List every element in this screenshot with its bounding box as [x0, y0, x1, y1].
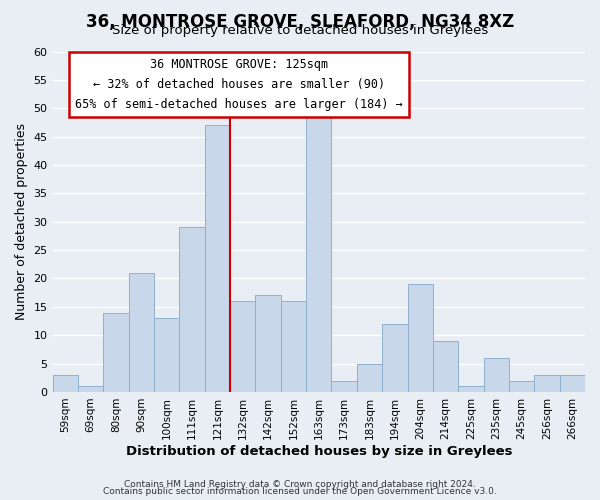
Bar [256, 296, 281, 392]
Bar [154, 318, 179, 392]
Bar [433, 341, 458, 392]
Y-axis label: Number of detached properties: Number of detached properties [15, 123, 28, 320]
Text: 36, MONTROSE GROVE, SLEAFORD, NG34 8XZ: 36, MONTROSE GROVE, SLEAFORD, NG34 8XZ [86, 12, 514, 30]
Bar [484, 358, 509, 392]
Bar [179, 228, 205, 392]
Text: Contains HM Land Registry data © Crown copyright and database right 2024.: Contains HM Land Registry data © Crown c… [124, 480, 476, 489]
Text: Size of property relative to detached houses in Greylees: Size of property relative to detached ho… [112, 24, 488, 37]
Bar [306, 114, 331, 392]
Bar [281, 301, 306, 392]
Bar [230, 301, 256, 392]
Bar [509, 380, 534, 392]
Bar [458, 386, 484, 392]
Bar [53, 375, 78, 392]
Bar [560, 375, 585, 392]
Text: Contains public sector information licensed under the Open Government Licence v3: Contains public sector information licen… [103, 487, 497, 496]
Bar [357, 364, 382, 392]
Bar [78, 386, 103, 392]
Bar [331, 380, 357, 392]
X-axis label: Distribution of detached houses by size in Greylees: Distribution of detached houses by size … [125, 444, 512, 458]
Bar [534, 375, 560, 392]
Text: 36 MONTROSE GROVE: 125sqm
← 32% of detached houses are smaller (90)
65% of semi-: 36 MONTROSE GROVE: 125sqm ← 32% of detac… [75, 58, 403, 112]
Bar [407, 284, 433, 392]
Bar [128, 273, 154, 392]
Bar [103, 312, 128, 392]
Bar [205, 126, 230, 392]
Bar [382, 324, 407, 392]
